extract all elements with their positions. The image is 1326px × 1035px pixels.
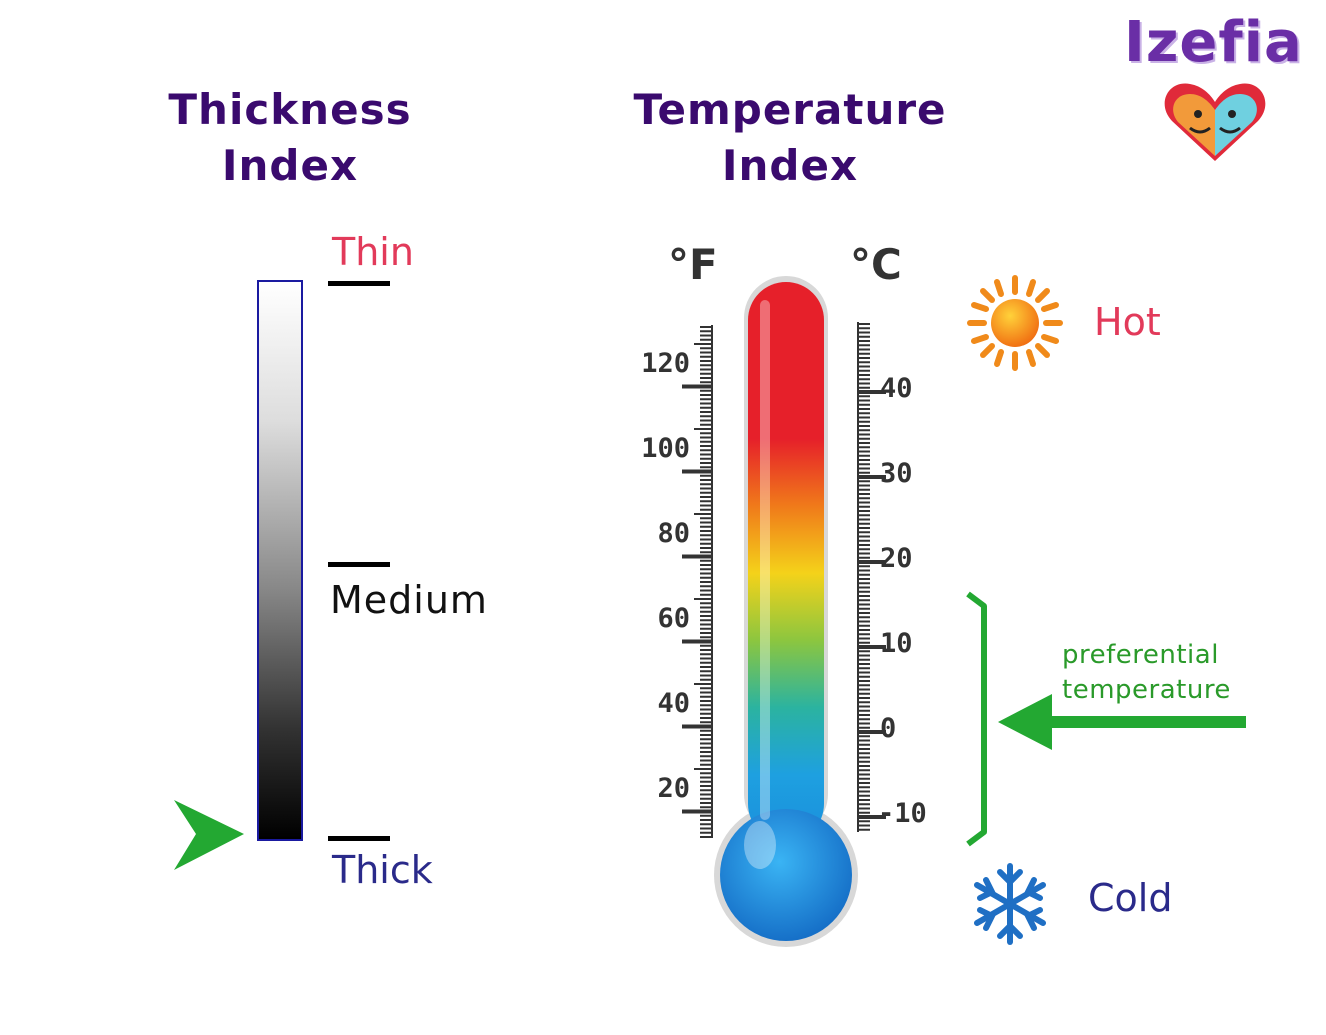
preferential-label: preferential temperature — [1062, 638, 1231, 708]
fahrenheit-tick-label: 80 — [657, 518, 690, 549]
thickness-title: Thickness Index — [140, 82, 440, 194]
celsius-tick-label: 0 — [880, 713, 897, 744]
cold-label: Cold — [1088, 876, 1173, 920]
fahrenheit-tick-label: 60 — [657, 603, 690, 634]
celsius-tick-label: 20 — [880, 543, 913, 574]
temperature-title-line2: Index — [721, 141, 859, 190]
thermometer — [682, 276, 886, 947]
celsius-ticks — [858, 323, 886, 831]
thickness-title-line1: Thickness — [168, 85, 412, 134]
thickness-gradient-bar — [257, 280, 303, 841]
thickness-indicator-arrow — [174, 800, 244, 870]
fahrenheit-ticks — [682, 326, 712, 838]
fahrenheit-tick-label: 100 — [641, 433, 690, 464]
preferential-arrow — [998, 694, 1246, 750]
thin-marker-line — [328, 281, 390, 286]
fahrenheit-tick-label: 120 — [641, 348, 690, 379]
preferential-line1: preferential — [1062, 640, 1219, 670]
celsius-tick-label: 40 — [880, 373, 913, 404]
thickness-title-line2: Index — [221, 141, 359, 190]
preferential-bracket — [966, 591, 987, 847]
celsius-tick-label: -10 — [878, 798, 927, 829]
celsius-unit: °C — [850, 240, 902, 289]
fahrenheit-tick-label: 40 — [657, 688, 690, 719]
preferential-line2: temperature — [1062, 675, 1231, 705]
medium-label: Medium — [330, 578, 488, 622]
hot-label: Hot — [1094, 300, 1161, 344]
snowflake-icon — [974, 863, 1046, 945]
thick-label: Thick — [332, 848, 433, 892]
brand-logo-text: Izefia — [1124, 10, 1303, 75]
medium-marker-line — [328, 562, 390, 567]
thick-marker-line — [328, 836, 390, 841]
pet-heart-icon — [1164, 83, 1266, 161]
fahrenheit-tick-label: 20 — [657, 773, 690, 804]
temperature-title-line1: Temperature — [633, 85, 947, 134]
celsius-tick-label: 10 — [880, 628, 913, 659]
celsius-tick-label: 30 — [880, 458, 913, 489]
fahrenheit-unit: °F — [668, 240, 718, 289]
temperature-title: Temperature Index — [620, 82, 960, 194]
thin-label: Thin — [332, 230, 414, 274]
sun-icon — [967, 275, 1063, 371]
